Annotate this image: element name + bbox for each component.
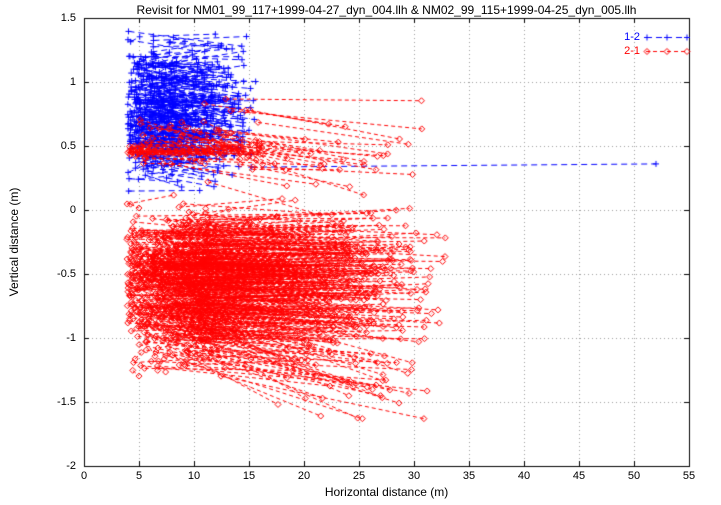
y-axis-label: Vertical distance (m) — [7, 187, 21, 297]
y-tick-label: 0 — [69, 204, 76, 216]
legend-label: 1-2 — [624, 31, 640, 43]
x-tick-label: 45 — [572, 470, 586, 482]
x-tick-label: 20 — [297, 470, 311, 482]
x-tick-label: 10 — [187, 470, 201, 482]
x-tick-label: 35 — [462, 470, 476, 482]
y-tick-label: -0.5 — [57, 268, 76, 280]
y-tick-label: 1 — [69, 76, 76, 88]
chart-title: Revisit for NM01_99_117+1999-04-27_dyn_0… — [136, 3, 637, 17]
legend-label: 2-1 — [624, 45, 640, 57]
y-tick-label: 0.5 — [60, 140, 76, 152]
x-tick-label: 0 — [80, 470, 88, 482]
y-tick-label: -1.5 — [57, 396, 76, 408]
x-tick-label: 50 — [627, 470, 641, 482]
y-tick-label: -1 — [66, 332, 76, 344]
x-tick-label: 25 — [352, 470, 366, 482]
x-tick-label: 15 — [242, 470, 256, 482]
x-axis-label: Horizontal distance (m) — [324, 485, 449, 499]
x-tick-label: 30 — [407, 470, 421, 482]
x-tick-label: 5 — [135, 470, 143, 482]
y-tick-label: -2 — [66, 460, 76, 472]
y-tick-label: 1.5 — [60, 12, 76, 24]
x-tick-label: 55 — [682, 470, 696, 482]
x-tick-label: 40 — [517, 470, 531, 482]
